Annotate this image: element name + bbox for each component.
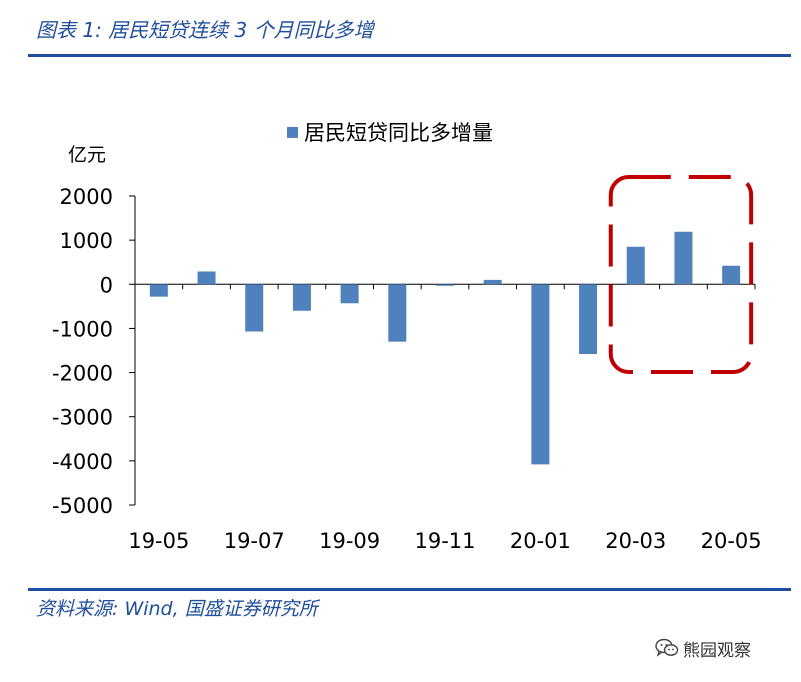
bar-19-10 [388,284,407,342]
source-rule [28,588,791,591]
figure-title: 图表 1: 居民短贷连续 3 个月同比多增 [36,18,374,42]
y-unit-label: 亿元 [68,144,107,166]
bar-20-04 [674,231,693,285]
bar-19-05 [149,284,168,297]
legend-label: 居民短贷同比多增量 [304,121,493,145]
x-tick-label: 19-05 [128,529,189,553]
watermark-text: 熊园观察 [683,640,751,661]
y-tick-label: 1000 [60,229,113,253]
highlight-box [608,175,754,374]
bar-19-09 [340,284,359,304]
y-tick-label: -5000 [52,494,113,518]
y-tick-label: -4000 [52,450,113,474]
x-tick-label: 19-07 [224,529,285,553]
legend-swatch [287,126,298,138]
bar-20-01 [531,284,550,465]
bar-19-11 [436,284,454,286]
bars [149,231,741,465]
wechat-icon [655,638,679,657]
x-tick-label: 20-03 [605,529,666,553]
x-axis: 19-05 19-07 19-09 19-11 20-01 20-03 20-05 [128,283,762,553]
bar-20-02 [579,284,598,355]
y-tick-label: 0 [100,273,113,297]
bar-19-07 [245,284,264,332]
x-tick-label: 20-01 [510,529,571,553]
bar-20-03 [626,246,645,285]
highlight-rect [608,175,754,374]
y-tick-label: 2000 [60,185,113,209]
y-tick-label: -2000 [52,362,113,386]
bar-19-08 [292,284,311,311]
chart-legend: 居民短贷同比多增量 [287,117,493,147]
y-tick-label: -1000 [52,317,113,341]
y-axis: 2000 1000 0 -1000 -2000 -3000 -4000 -5000 [52,185,136,518]
x-tick-label: 19-11 [414,529,475,553]
bar-19-12 [483,279,502,285]
bar-19-06 [197,271,216,285]
watermark: 熊园观察 [655,635,751,661]
bar-20-05 [722,265,741,285]
figure-source: 资料来源: Wind, 国盛证券研究所 [36,598,318,620]
x-tick-label: 20-05 [701,529,762,553]
title-rule [28,54,791,57]
x-tick-label: 19-09 [319,529,380,553]
y-tick-label: -3000 [52,406,113,430]
